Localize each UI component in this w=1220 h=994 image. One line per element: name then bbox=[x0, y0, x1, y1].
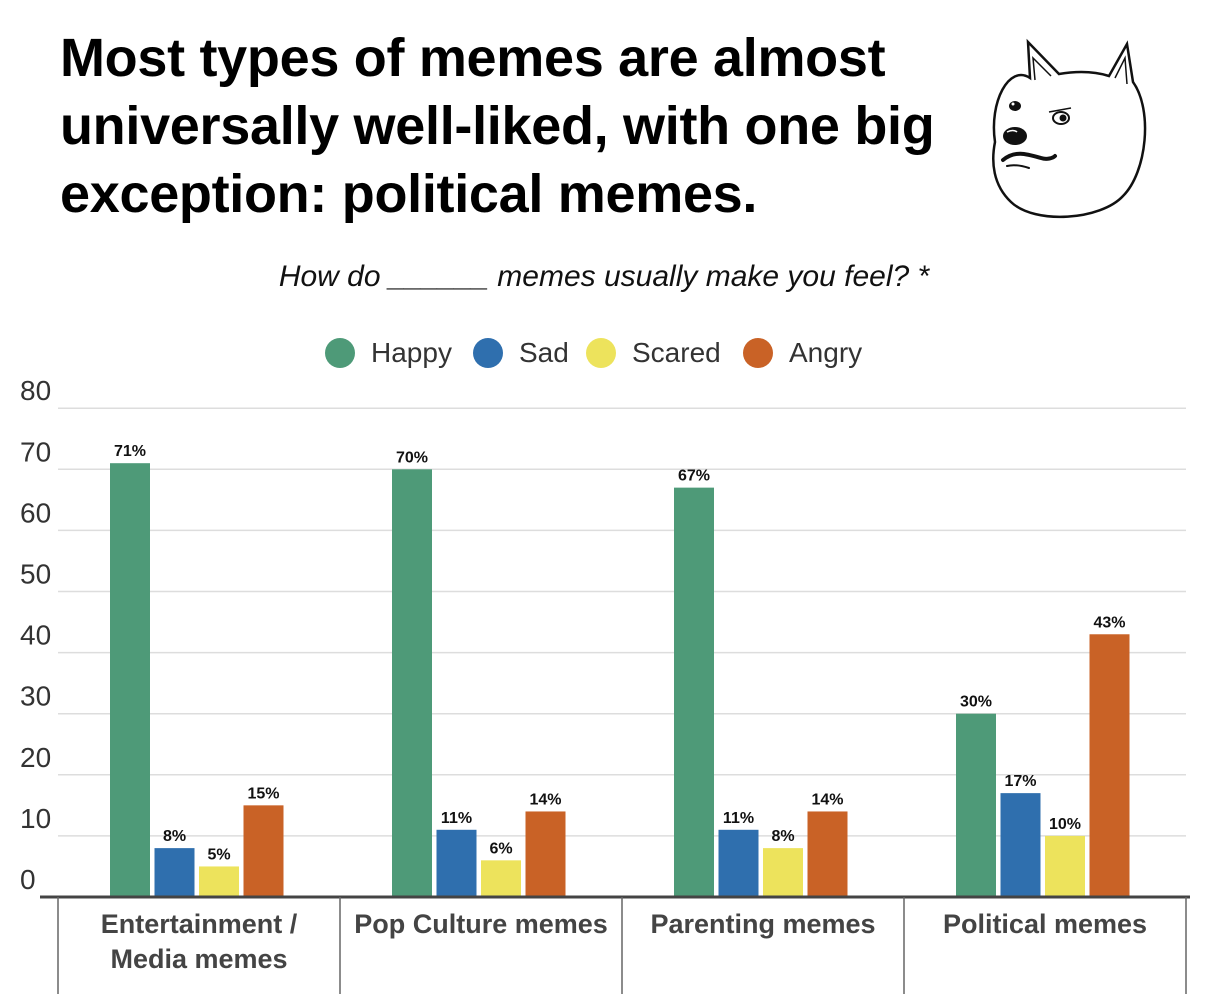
bar-happy bbox=[674, 487, 714, 897]
data-label: 14% bbox=[529, 791, 561, 808]
legend-item-angry: Angry bbox=[743, 337, 862, 368]
legend-swatch bbox=[586, 338, 616, 368]
bar-scared bbox=[763, 848, 803, 897]
legend-label: Happy bbox=[371, 337, 452, 368]
bar-angry bbox=[243, 805, 284, 897]
data-label: 5% bbox=[207, 846, 230, 863]
chart-title: Most types of memes are almost universal… bbox=[60, 28, 935, 224]
bar-angry bbox=[807, 811, 848, 897]
legend-label: Angry bbox=[789, 337, 862, 368]
data-label: 70% bbox=[396, 449, 428, 466]
x-category-label: Parenting memes bbox=[650, 909, 875, 939]
bar-scared bbox=[199, 866, 239, 897]
bar-sad bbox=[436, 829, 477, 897]
y-tick-label: 50 bbox=[20, 559, 51, 590]
bar-sad bbox=[154, 848, 195, 897]
data-label: 17% bbox=[1004, 773, 1036, 790]
data-label: 11% bbox=[723, 810, 754, 827]
bars bbox=[110, 463, 1130, 897]
y-tick-label: 40 bbox=[20, 620, 51, 651]
data-label: 6% bbox=[489, 840, 512, 857]
data-label: 43% bbox=[1093, 614, 1125, 631]
data-labels: 71% 8% 5% 15% 70% 11% 6% 14% 67% 11% 8% 14% 30% 17% 10… bbox=[114, 443, 1126, 863]
bar-angry bbox=[525, 811, 566, 897]
data-label: 10% bbox=[1049, 816, 1081, 833]
legend-swatch bbox=[743, 338, 773, 368]
bar-scared bbox=[481, 860, 521, 897]
y-tick-label: 30 bbox=[20, 681, 51, 712]
y-tick-label: 80 bbox=[20, 375, 51, 406]
data-label: 15% bbox=[247, 785, 279, 802]
bar-happy bbox=[110, 463, 150, 897]
bar-sad bbox=[718, 829, 759, 897]
x-category-label: Entertainment / Media memes bbox=[101, 909, 298, 974]
y-tick-label: 60 bbox=[20, 497, 51, 528]
bar-scared bbox=[1045, 835, 1085, 897]
y-tick-label: 10 bbox=[20, 803, 51, 834]
legend-swatch bbox=[473, 338, 503, 368]
legend-item-sad: Sad bbox=[473, 337, 569, 368]
x-category-label: Pop Culture memes bbox=[354, 909, 608, 939]
legend-label: Sad bbox=[519, 337, 569, 368]
bar-sad bbox=[1000, 793, 1041, 897]
data-label: 67% bbox=[678, 468, 710, 485]
legend-item-happy: Happy bbox=[325, 337, 452, 368]
doge-icon bbox=[992, 38, 1147, 219]
x-axis: Entertainment / Media memes Pop Culture me… bbox=[40, 895, 1190, 994]
y-tick-label: 70 bbox=[20, 436, 51, 467]
y-axis: 0 10 20 30 40 50 60 70 80 bbox=[20, 375, 51, 895]
bar-angry bbox=[1089, 634, 1130, 897]
data-label: 30% bbox=[960, 694, 992, 711]
chart-subtitle: How do ______ memes usually make you fee… bbox=[278, 260, 930, 293]
legend: Happy Sad Scared Angry bbox=[325, 337, 862, 368]
y-tick-label: 20 bbox=[20, 742, 51, 773]
data-label: 71% bbox=[114, 443, 146, 460]
bar-happy bbox=[392, 469, 432, 897]
legend-label: Scared bbox=[632, 337, 721, 368]
x-category-label: Political memes bbox=[943, 909, 1147, 939]
bar-happy bbox=[956, 713, 996, 897]
data-label: 8% bbox=[771, 828, 794, 845]
legend-swatch bbox=[325, 338, 355, 368]
legend-item-scared: Scared bbox=[586, 337, 721, 368]
data-label: 8% bbox=[163, 828, 186, 845]
gridlines bbox=[58, 407, 1186, 837]
data-label: 14% bbox=[811, 791, 843, 808]
data-label: 11% bbox=[441, 810, 472, 827]
y-tick-label: 0 bbox=[20, 864, 36, 895]
